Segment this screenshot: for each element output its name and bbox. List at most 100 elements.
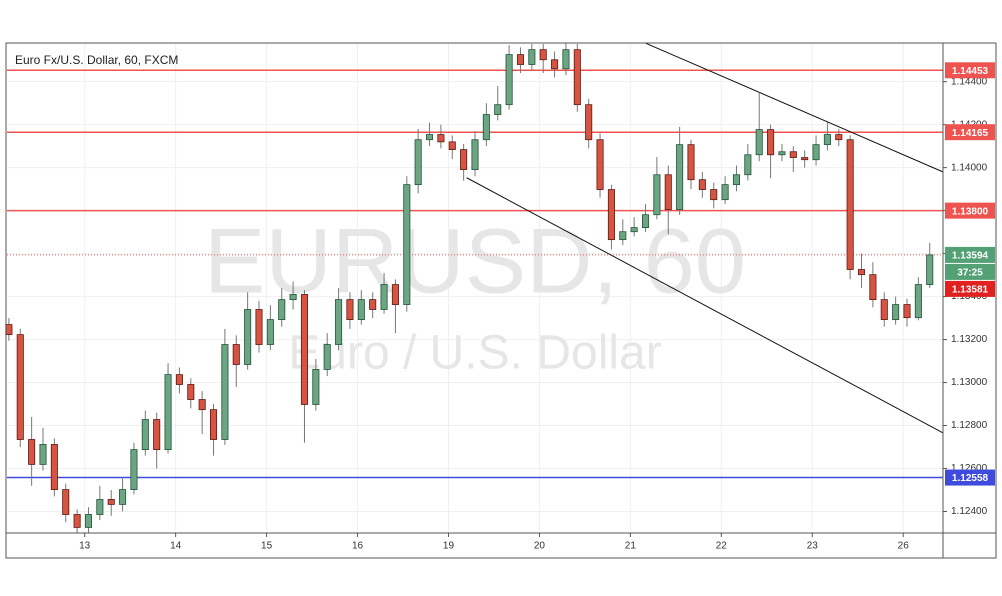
level-badge-label: 1.13800 xyxy=(952,206,989,217)
candle-body xyxy=(835,134,843,141)
last-price-badge xyxy=(945,246,995,263)
y-tick-label: 1.12800 xyxy=(951,420,988,431)
bid-price-badge xyxy=(945,280,995,297)
candle-body xyxy=(221,344,229,440)
candle-body xyxy=(539,49,547,61)
candle-body xyxy=(403,184,411,305)
candle-body xyxy=(335,299,343,345)
candle-body xyxy=(892,304,900,320)
candle-body xyxy=(5,324,13,336)
candle-body xyxy=(812,144,820,161)
x-tick-label: 26 xyxy=(898,541,910,552)
candle-body xyxy=(346,299,354,320)
plot xyxy=(5,42,943,533)
y-tick-label: 1.14400 xyxy=(951,76,988,87)
candle-body xyxy=(73,514,81,528)
x-tick-label: 14 xyxy=(170,541,182,552)
candle-body xyxy=(255,309,263,345)
candle-body xyxy=(823,134,831,146)
candle-body xyxy=(562,49,570,70)
candle-body xyxy=(391,284,399,305)
y-tick-label: 1.14000 xyxy=(951,162,988,173)
watermark-subtitle: Euro / U.S. Dollar xyxy=(288,327,661,380)
candle-body xyxy=(528,49,536,65)
candle-body xyxy=(619,231,627,241)
bid-price-badge-label: 1.13581 xyxy=(952,285,989,296)
candle-body xyxy=(471,139,479,170)
candle-body xyxy=(710,189,718,201)
y-tick-label: 1.13000 xyxy=(951,377,988,388)
candle-body xyxy=(846,139,854,270)
x-tick-label: 16 xyxy=(352,541,364,552)
frame xyxy=(5,42,997,559)
candle-body xyxy=(801,157,809,161)
watermark: EURUSD, 60 xyxy=(204,210,746,312)
level-badge-label: 1.12558 xyxy=(952,473,989,484)
candle-body xyxy=(232,344,240,365)
candle-body xyxy=(96,499,104,515)
x-tick-label: 20 xyxy=(534,541,546,552)
candle-body xyxy=(903,304,911,319)
candle-body xyxy=(880,299,888,320)
level-badge-label: 1.14453 xyxy=(952,66,989,77)
candle-body xyxy=(653,174,661,216)
candle-body xyxy=(551,59,559,70)
trend-line xyxy=(644,42,943,173)
candle-body xyxy=(676,144,684,210)
y-tick-label: 1.12400 xyxy=(951,506,988,517)
candle-body xyxy=(494,104,502,115)
candle-body xyxy=(437,134,445,143)
candle-body xyxy=(926,254,934,285)
candle-body xyxy=(84,514,92,528)
candle-body xyxy=(323,344,331,370)
candle-body xyxy=(744,154,752,176)
candle-body xyxy=(39,444,47,465)
x-tick-label: 15 xyxy=(261,541,273,552)
candle-body xyxy=(505,54,513,106)
candle-body xyxy=(914,284,922,319)
candle-body xyxy=(482,114,490,141)
x-tick-label: 23 xyxy=(807,541,819,552)
trend-line xyxy=(466,177,943,434)
candle-body xyxy=(858,269,866,276)
candle-body xyxy=(198,399,206,411)
candle-body xyxy=(209,409,218,440)
y-tick-label: 1.13200 xyxy=(951,334,988,345)
candle-body xyxy=(778,151,786,156)
candle-body xyxy=(153,419,161,451)
candle-body xyxy=(698,179,706,190)
candle-body xyxy=(414,139,422,186)
candle-body xyxy=(755,129,763,156)
candle-body xyxy=(789,151,797,158)
candle-body xyxy=(28,439,36,465)
candle-body xyxy=(573,49,581,106)
candle-body xyxy=(585,104,593,141)
candle-body xyxy=(687,144,695,181)
axes: 1.124001.126001.128001.130001.132001.134… xyxy=(79,62,995,552)
countdown-badge xyxy=(945,263,995,280)
x-tick-label: 13 xyxy=(79,541,91,552)
candle-body xyxy=(16,334,24,440)
x-tick-label: 22 xyxy=(716,541,728,552)
candle-body xyxy=(175,374,183,385)
candle-body xyxy=(596,139,604,190)
candle-body xyxy=(107,499,115,505)
candle-body xyxy=(300,294,309,405)
candle-body xyxy=(62,489,70,515)
candle-body xyxy=(130,449,138,490)
candle-body xyxy=(630,227,638,233)
y-tick-label: 1.12600 xyxy=(951,463,988,474)
levels xyxy=(7,69,943,479)
level-badge-label: 1.14165 xyxy=(952,128,989,139)
candle-body xyxy=(448,141,456,150)
candle-body xyxy=(266,319,274,345)
candle-body xyxy=(721,184,729,201)
candle-body xyxy=(369,299,377,310)
candle-body xyxy=(187,384,195,400)
level-badge xyxy=(945,124,995,141)
candle-body xyxy=(642,214,650,229)
x-tick-label: 21 xyxy=(625,541,637,552)
candle-body xyxy=(516,54,524,65)
